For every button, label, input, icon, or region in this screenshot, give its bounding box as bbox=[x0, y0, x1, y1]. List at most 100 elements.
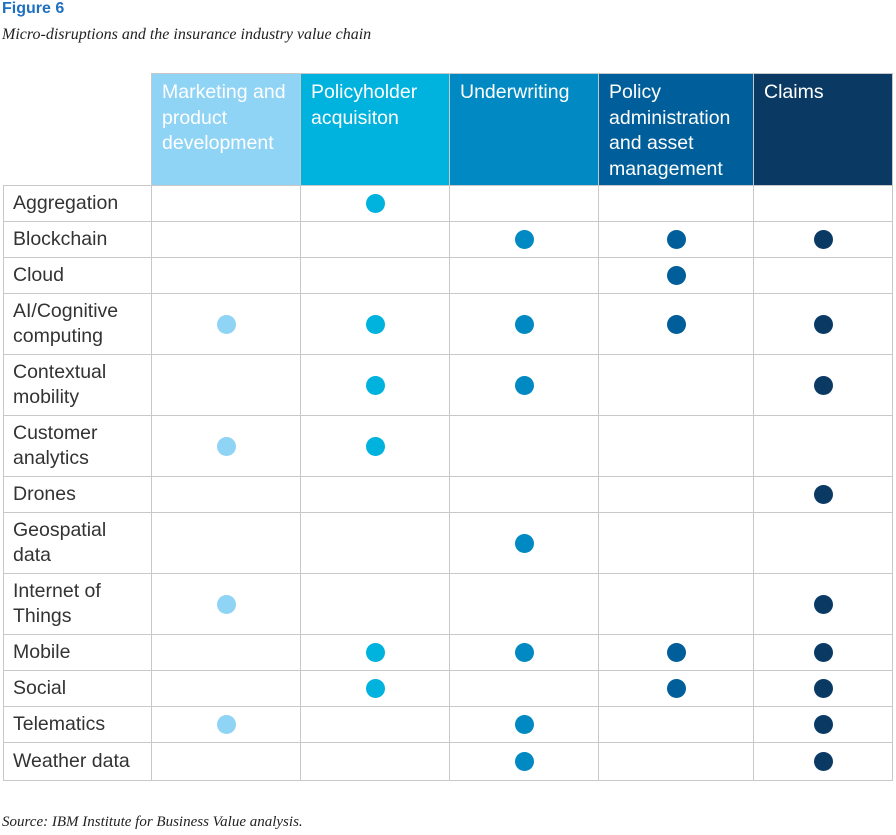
table-cell bbox=[598, 293, 754, 355]
table-row: Internet of Things bbox=[3, 573, 893, 635]
applicability-dot bbox=[365, 194, 385, 213]
applicability-dot bbox=[514, 752, 534, 771]
figure-title: Micro-disruptions and the insurance indu… bbox=[2, 26, 372, 43]
table-cell bbox=[598, 415, 754, 477]
table-cell bbox=[151, 742, 301, 781]
table-cell bbox=[753, 706, 893, 743]
row-label: Cloud bbox=[3, 257, 152, 294]
applicability-dot bbox=[666, 314, 686, 334]
table-cell bbox=[449, 185, 599, 222]
table-cell bbox=[753, 257, 893, 294]
applicability-dot bbox=[514, 375, 534, 395]
applicability-dot bbox=[813, 314, 833, 334]
column-header-3: Policy administration and asset manageme… bbox=[598, 73, 754, 186]
table-cell bbox=[300, 476, 450, 513]
table-row: Aggregation bbox=[3, 185, 893, 222]
table-cell bbox=[598, 742, 754, 781]
applicability-dot bbox=[813, 375, 833, 395]
table-cell bbox=[598, 512, 754, 574]
table-cell bbox=[449, 634, 599, 671]
table-cell bbox=[753, 221, 893, 258]
row-label: Drones bbox=[3, 476, 152, 513]
table-cell bbox=[598, 354, 754, 416]
table-cell bbox=[300, 354, 450, 416]
applicability-dot bbox=[365, 314, 385, 334]
table-cell bbox=[598, 476, 754, 513]
table-cell bbox=[300, 257, 450, 294]
row-label: Social bbox=[3, 670, 152, 707]
row-label: Geospatial data bbox=[3, 512, 152, 574]
table-cell bbox=[753, 476, 893, 513]
source-note: Source: IBM Institute for Business Value… bbox=[2, 814, 303, 830]
table-cell bbox=[753, 415, 893, 477]
applicability-dot bbox=[514, 715, 534, 734]
table-cell bbox=[598, 634, 754, 671]
table-cell bbox=[300, 512, 450, 574]
applicability-dot bbox=[813, 485, 833, 504]
table-cell bbox=[598, 185, 754, 222]
table-row: Contextual mobility bbox=[3, 354, 893, 416]
table-row: Cloud bbox=[3, 257, 893, 294]
corner-cell bbox=[3, 73, 152, 186]
table-cell bbox=[753, 670, 893, 707]
applicability-dot bbox=[216, 594, 236, 614]
column-header-2: Underwriting bbox=[449, 73, 599, 186]
applicability-dot bbox=[813, 594, 833, 614]
table-cell bbox=[300, 634, 450, 671]
figure-label: Figure 6 bbox=[2, 0, 65, 17]
applicability-dot bbox=[813, 715, 833, 734]
table-cell bbox=[449, 293, 599, 355]
table-cell bbox=[300, 670, 450, 707]
table-cell bbox=[449, 742, 599, 781]
table-cell bbox=[151, 354, 301, 416]
row-label: Internet of Things bbox=[3, 573, 152, 635]
applicability-dot bbox=[514, 533, 534, 553]
table-row: Mobile bbox=[3, 634, 893, 671]
table-cell bbox=[598, 670, 754, 707]
table-cell bbox=[598, 573, 754, 635]
applicability-dot bbox=[514, 314, 534, 334]
table-cell bbox=[449, 354, 599, 416]
applicability-dot bbox=[514, 230, 534, 249]
table-cell bbox=[151, 706, 301, 743]
row-label: Customer analytics bbox=[3, 415, 152, 477]
applicability-dot bbox=[514, 643, 534, 662]
table-row: Social bbox=[3, 670, 893, 707]
table-cell bbox=[753, 573, 893, 635]
table-row: Customer analytics bbox=[3, 415, 893, 477]
applicability-dot bbox=[365, 643, 385, 662]
row-label: Contextual mobility bbox=[3, 354, 152, 416]
column-header-4: Claims bbox=[753, 73, 893, 186]
table-cell bbox=[300, 221, 450, 258]
applicability-dot bbox=[666, 679, 686, 698]
applicability-dot bbox=[813, 643, 833, 662]
table-cell bbox=[151, 634, 301, 671]
table-row: Telematics bbox=[3, 706, 893, 743]
table-cell bbox=[300, 573, 450, 635]
row-label: Weather data bbox=[3, 742, 152, 781]
table-row: Weather data bbox=[3, 742, 893, 781]
header-row: Marketing and product development Policy… bbox=[3, 73, 893, 186]
applicability-dot bbox=[666, 230, 686, 249]
table-cell bbox=[151, 293, 301, 355]
table-cell bbox=[300, 293, 450, 355]
table-cell bbox=[300, 415, 450, 477]
table-cell bbox=[449, 476, 599, 513]
table-cell bbox=[449, 512, 599, 574]
applicability-dot bbox=[813, 752, 833, 771]
table-cell bbox=[598, 706, 754, 743]
applicability-dot bbox=[365, 679, 385, 698]
applicability-dot bbox=[365, 375, 385, 395]
applicability-dot bbox=[666, 266, 686, 285]
table-cell bbox=[300, 185, 450, 222]
applicability-dot bbox=[216, 314, 236, 334]
column-header-1: Policyholder acquisiton bbox=[300, 73, 450, 186]
table-cell bbox=[151, 257, 301, 294]
column-header-0: Marketing and product development bbox=[151, 73, 301, 186]
applicability-dot bbox=[813, 679, 833, 698]
table-row: AI/Cognitive computing bbox=[3, 293, 893, 355]
table-cell bbox=[449, 221, 599, 258]
table-cell bbox=[449, 257, 599, 294]
table-cell bbox=[753, 293, 893, 355]
table-row: Drones bbox=[3, 476, 893, 513]
